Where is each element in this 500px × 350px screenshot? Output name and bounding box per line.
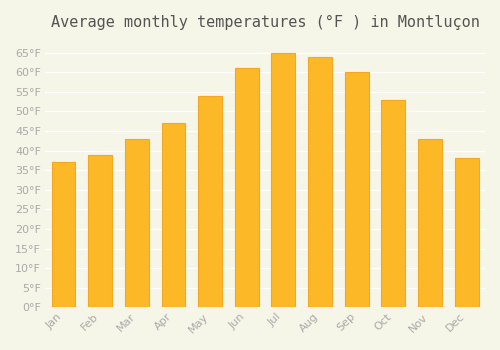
- Bar: [308, 57, 332, 307]
- Title: Average monthly temperatures (°F ) in Montluçon: Average monthly temperatures (°F ) in Mo…: [50, 15, 480, 30]
- Bar: [125, 139, 148, 307]
- Bar: [272, 52, 295, 307]
- Bar: [418, 139, 442, 307]
- Bar: [198, 96, 222, 307]
- Bar: [162, 123, 186, 307]
- Bar: [88, 155, 112, 307]
- Bar: [235, 68, 258, 307]
- Bar: [382, 100, 406, 307]
- Bar: [455, 159, 478, 307]
- Bar: [345, 72, 368, 307]
- Bar: [52, 162, 76, 307]
